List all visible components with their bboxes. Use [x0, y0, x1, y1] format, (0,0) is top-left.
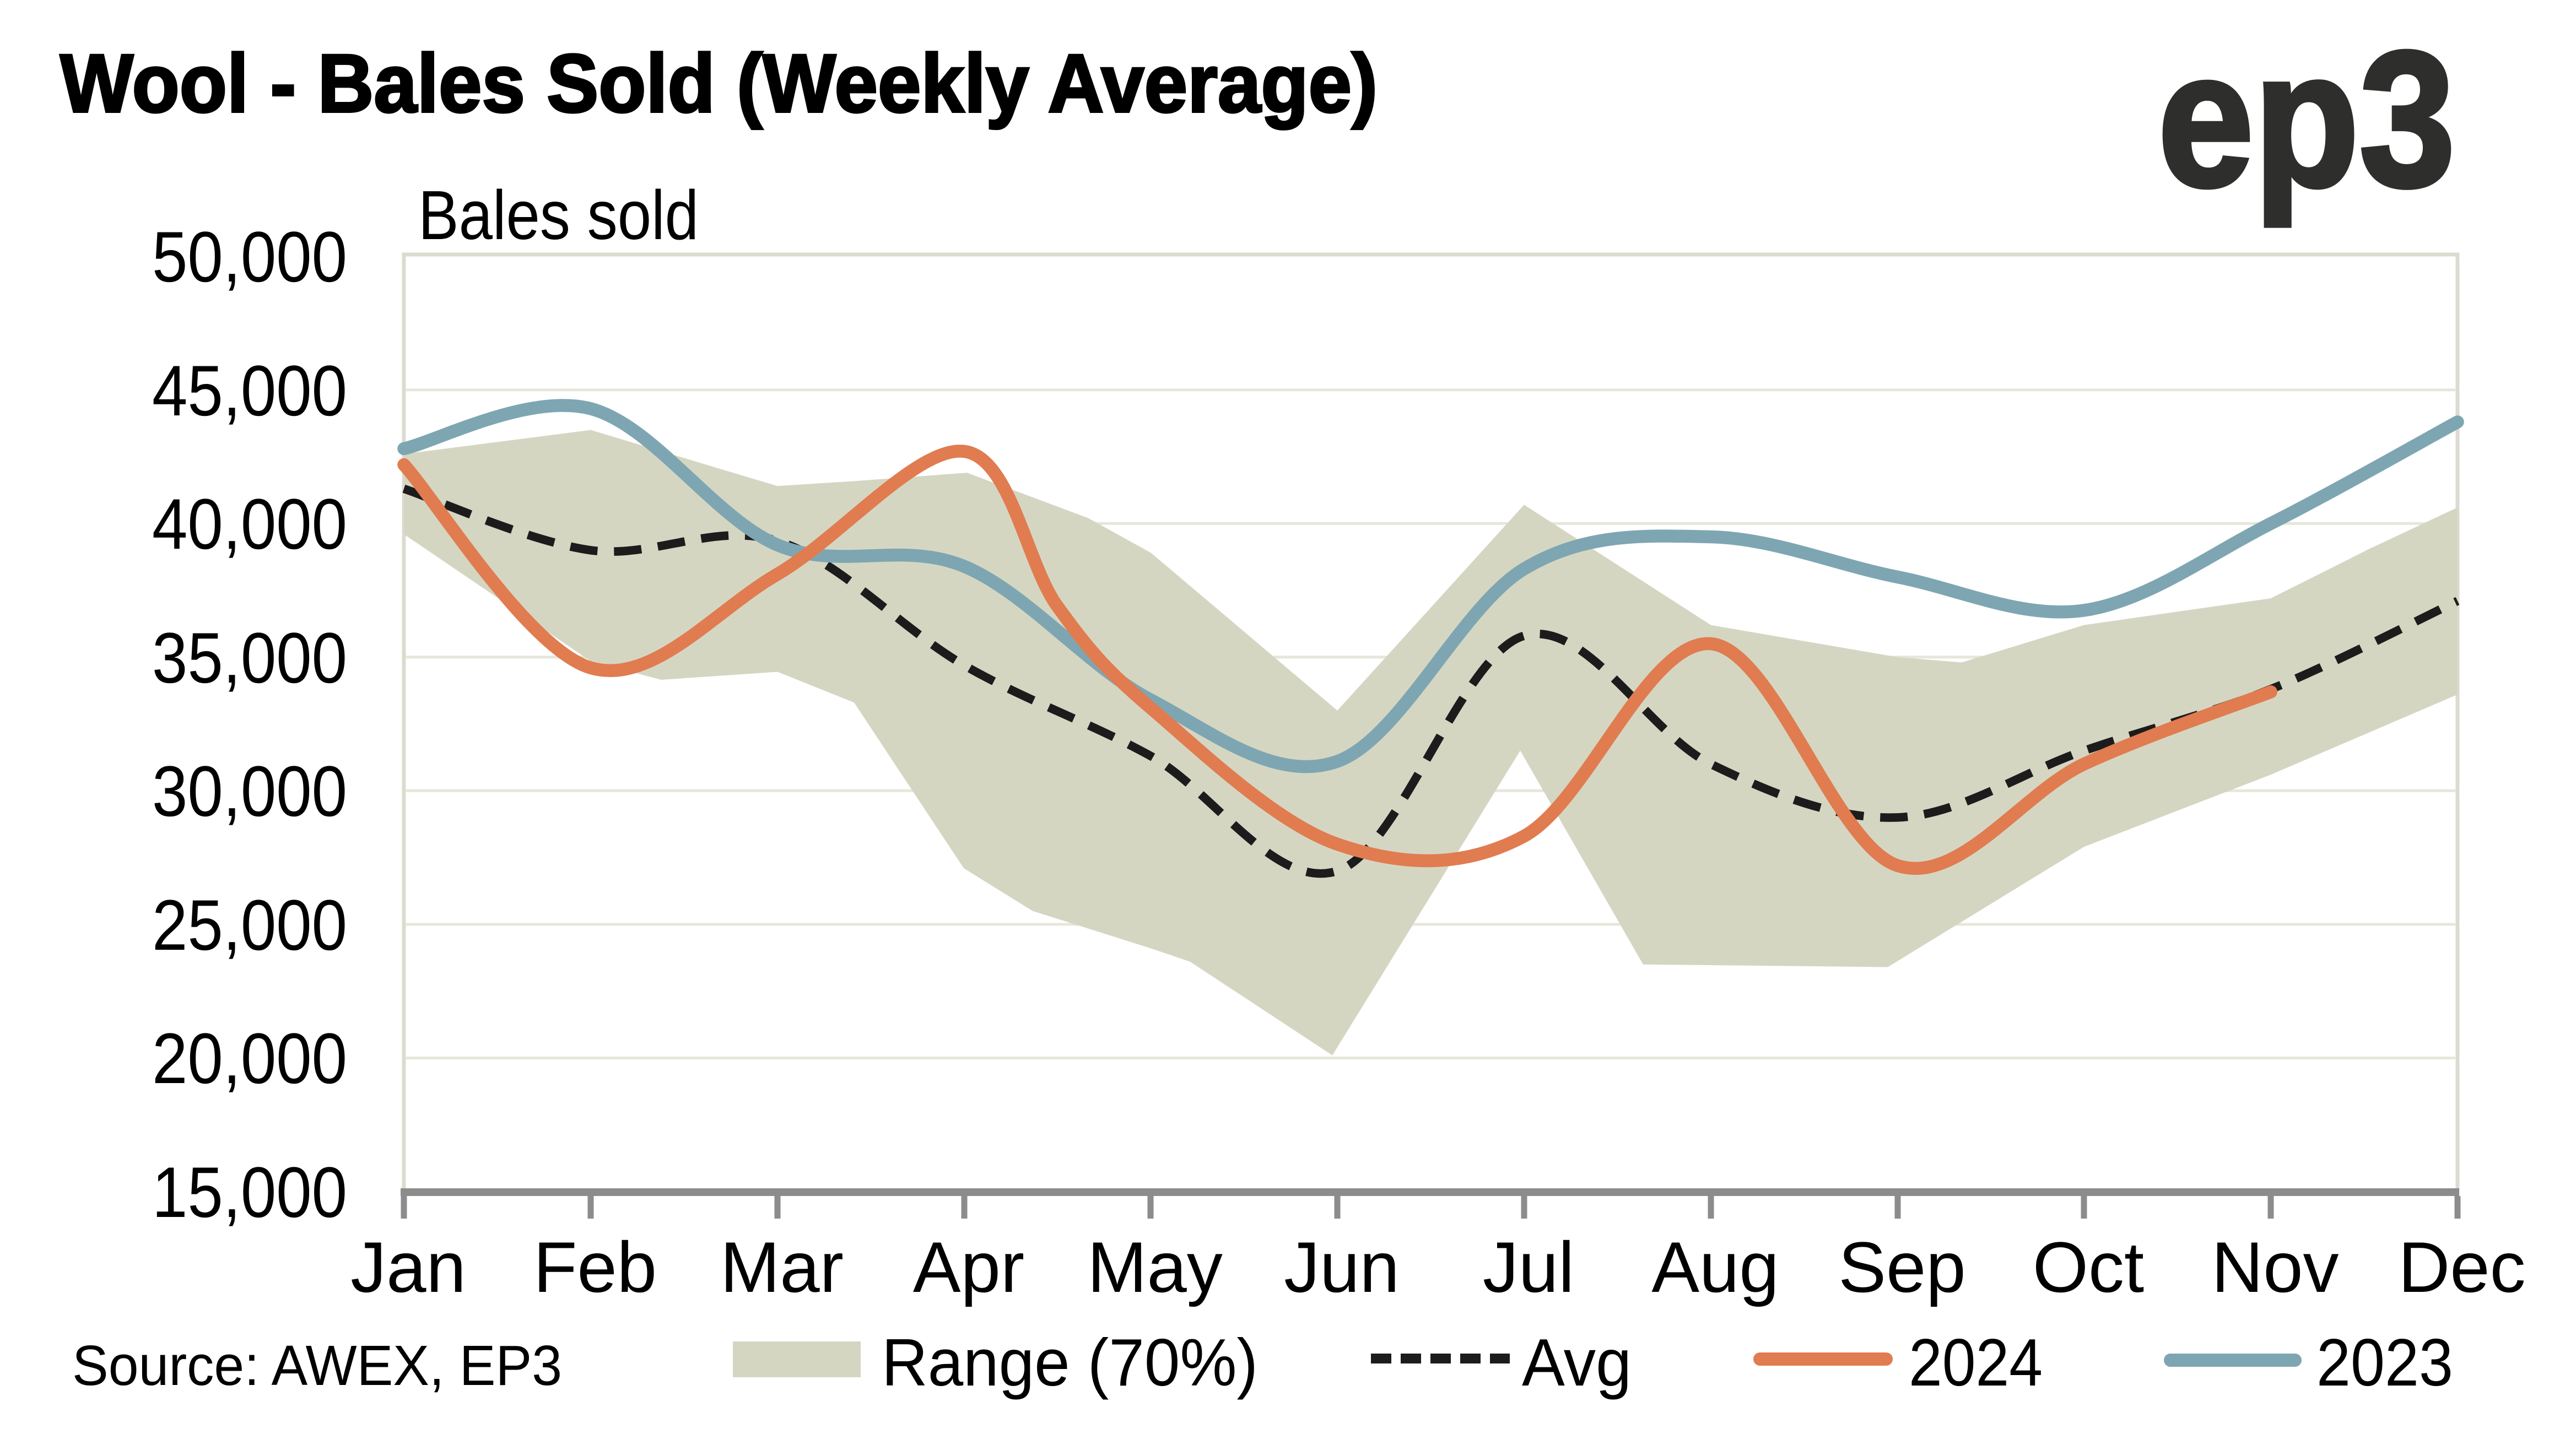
svg-text:Aug: Aug	[1651, 1227, 1779, 1307]
svg-text:Jul: Jul	[1483, 1227, 1574, 1307]
svg-text:20,000: 20,000	[152, 1018, 347, 1099]
svg-text:15,000: 15,000	[152, 1152, 347, 1232]
svg-text:Feb: Feb	[533, 1227, 657, 1307]
svg-text:Jun: Jun	[1284, 1227, 1400, 1307]
svg-text:40,000: 40,000	[152, 484, 347, 564]
svg-text:Oct: Oct	[2033, 1227, 2144, 1307]
svg-text:30,000: 30,000	[152, 751, 347, 831]
svg-text:Bales sold: Bales sold	[418, 176, 699, 254]
svg-text:2023: 2023	[2316, 1325, 2453, 1400]
svg-text:Jan: Jan	[350, 1227, 466, 1307]
svg-text:Dec: Dec	[2398, 1227, 2525, 1307]
svg-text:25,000: 25,000	[152, 885, 347, 965]
svg-text:35,000: 35,000	[152, 618, 347, 698]
svg-text:ep3: ep3	[2158, 12, 2455, 228]
svg-text:May: May	[1087, 1227, 1223, 1307]
svg-text:Nov: Nov	[2211, 1227, 2339, 1307]
svg-text:Mar: Mar	[720, 1227, 844, 1307]
svg-text:45,000: 45,000	[152, 350, 347, 431]
svg-text:Wool - Bales Sold (Weekly Aver: Wool - Bales Sold (Weekly Average)	[60, 37, 1378, 129]
svg-text:Source: AWEX, EP3: Source: AWEX, EP3	[72, 1334, 562, 1397]
svg-text:Avg: Avg	[1522, 1325, 1632, 1400]
svg-text:Sep: Sep	[1838, 1227, 1965, 1307]
svg-text:Apr: Apr	[913, 1227, 1024, 1307]
svg-text:2024: 2024	[1909, 1325, 2043, 1400]
svg-text:Range (70%): Range (70%)	[882, 1325, 1258, 1400]
svg-text:50,000: 50,000	[152, 217, 347, 297]
